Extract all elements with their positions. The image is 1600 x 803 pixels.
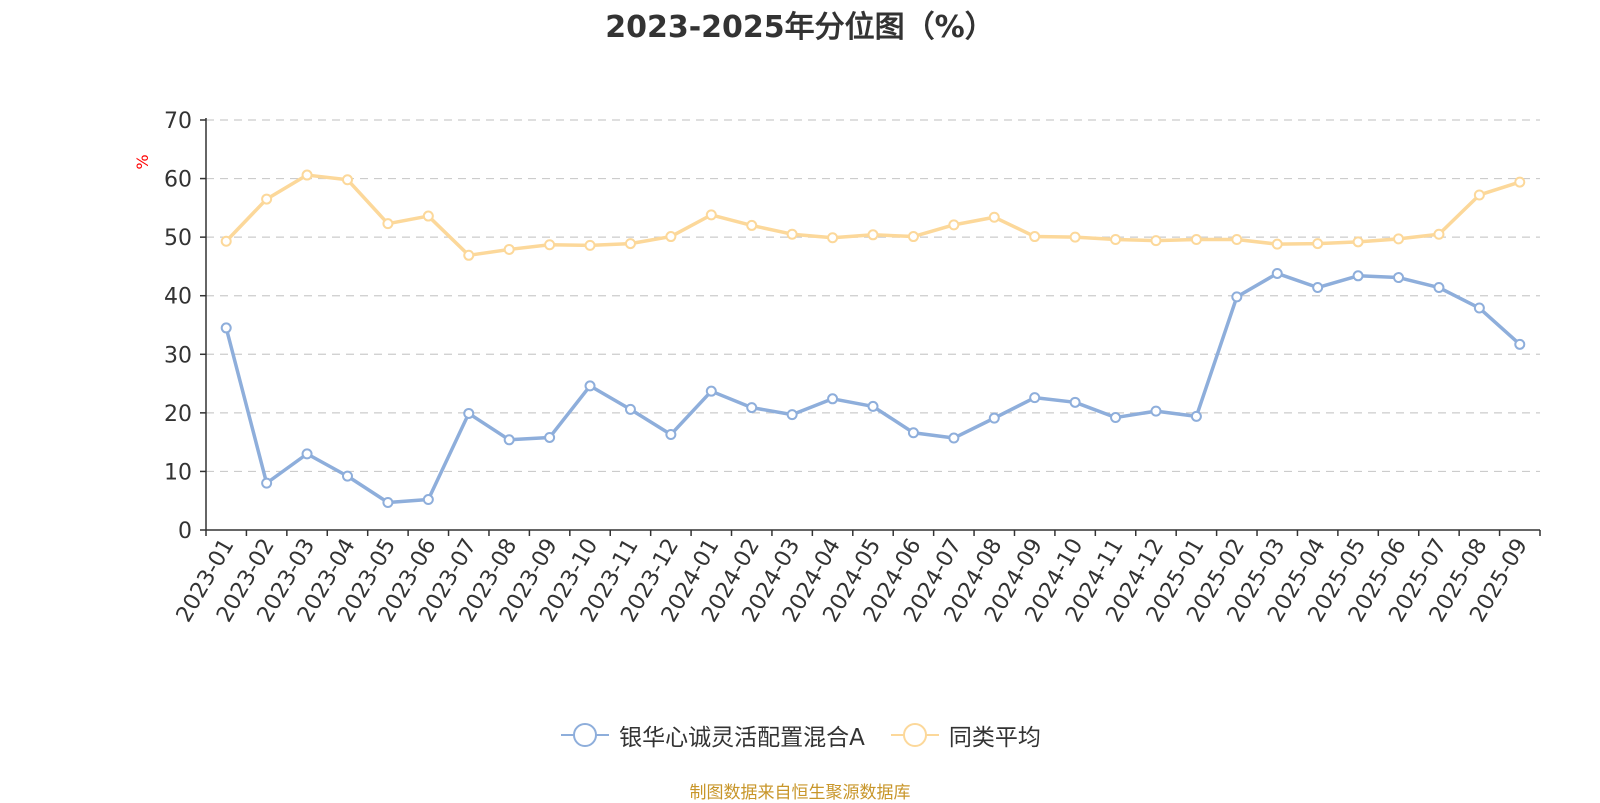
series-line-1 [224, 173, 1521, 258]
data-point-1[interactable] [1271, 238, 1283, 250]
data-point-0[interactable] [1110, 412, 1122, 424]
y-tick-label: 30 [164, 343, 192, 368]
data-point-1[interactable] [463, 249, 475, 261]
data-point-0[interactable] [422, 494, 434, 506]
data-point-1[interactable] [1393, 233, 1405, 245]
y-tick-label: 70 [164, 109, 192, 134]
data-point-1[interactable] [544, 239, 556, 251]
data-point-0[interactable] [1231, 291, 1243, 303]
y-tick-label: 60 [164, 168, 192, 193]
data-point-1[interactable] [786, 228, 798, 240]
y-axis-unit-label: % [133, 154, 152, 169]
data-point-0[interactable] [988, 412, 1000, 424]
legend: 银华心诚灵活配置混合A 同类平均 [0, 718, 1600, 752]
data-point-1[interactable] [948, 219, 960, 231]
legend-line-circle-icon [890, 723, 939, 747]
data-point-1[interactable] [422, 210, 434, 222]
data-point-0[interactable] [301, 448, 313, 460]
data-point-0[interactable] [1352, 270, 1364, 282]
line-chart: 0102030405060702023-012023-022023-032023… [133, 109, 1541, 627]
data-point-0[interactable] [1069, 396, 1081, 408]
data-point-1[interactable] [341, 174, 353, 186]
legend-item-fund[interactable]: 银华心诚灵活配置混合A [559, 718, 865, 752]
data-point-0[interactable] [261, 477, 273, 489]
y-tick-label: 10 [164, 460, 192, 485]
data-point-0[interactable] [786, 409, 798, 421]
data-point-1[interactable] [705, 209, 717, 221]
series-layer [220, 169, 1526, 508]
data-point-0[interactable] [867, 400, 879, 412]
data-point-1[interactable] [1110, 233, 1122, 245]
data-point-1[interactable] [624, 238, 636, 250]
data-point-0[interactable] [1150, 405, 1162, 417]
y-tick-label: 50 [164, 226, 192, 251]
y-tick-label: 40 [164, 285, 192, 310]
legend-line-circle-icon [561, 723, 610, 747]
data-point-1[interactable] [1352, 236, 1364, 248]
data-point-1[interactable] [1029, 231, 1041, 243]
data-point-0[interactable] [624, 403, 636, 415]
grid-lines [206, 119, 1540, 473]
data-point-0[interactable] [1029, 392, 1041, 404]
data-point-1[interactable] [1150, 235, 1162, 247]
data-point-1[interactable] [1190, 233, 1202, 245]
data-point-0[interactable] [948, 432, 960, 444]
data-point-1[interactable] [261, 193, 273, 205]
data-point-1[interactable] [1069, 231, 1081, 243]
chart-title: 2023-2025年分位图（%） [605, 10, 995, 45]
data-point-0[interactable] [746, 402, 758, 414]
data-point-0[interactable] [1271, 267, 1283, 279]
data-point-1[interactable] [1433, 228, 1445, 240]
data-point-1[interactable] [988, 211, 1000, 223]
data-point-1[interactable] [382, 218, 394, 230]
data-point-1[interactable] [665, 231, 677, 243]
data-point-0[interactable] [665, 429, 677, 441]
data-point-1[interactable] [867, 229, 879, 241]
data-point-1[interactable] [584, 239, 596, 251]
data-source-note: 制图数据来自恒生聚源数据库 [689, 783, 911, 803]
data-point-1[interactable] [1514, 176, 1526, 188]
data-point-1[interactable] [220, 235, 232, 247]
data-point-1[interactable] [503, 243, 515, 255]
legend-label-peer-average: 同类平均 [948, 725, 1041, 751]
data-point-1[interactable] [1231, 233, 1243, 245]
data-point-0[interactable] [1473, 302, 1485, 314]
data-point-1[interactable] [827, 232, 839, 244]
data-point-0[interactable] [463, 407, 475, 419]
data-point-0[interactable] [1190, 410, 1202, 422]
legend-label-fund: 银华心诚灵活配置混合A [619, 725, 865, 751]
y-tick-label: 0 [178, 519, 192, 544]
data-point-1[interactable] [301, 169, 313, 181]
series-line-0 [224, 271, 1521, 505]
data-point-1[interactable] [907, 231, 919, 243]
data-point-0[interactable] [382, 496, 394, 508]
data-point-0[interactable] [1312, 282, 1324, 294]
data-point-0[interactable] [907, 427, 919, 439]
data-point-0[interactable] [503, 434, 515, 446]
data-point-1[interactable] [1473, 189, 1485, 201]
data-point-0[interactable] [705, 385, 717, 397]
data-point-0[interactable] [584, 380, 596, 392]
legend-item-peer-average[interactable]: 同类平均 [889, 718, 1041, 752]
data-point-0[interactable] [1393, 272, 1405, 284]
data-point-0[interactable] [1433, 282, 1445, 294]
data-point-0[interactable] [220, 322, 232, 334]
data-point-1[interactable] [746, 219, 758, 231]
data-point-0[interactable] [544, 431, 556, 443]
y-tick-label: 20 [164, 402, 192, 427]
data-point-1[interactable] [1312, 238, 1324, 250]
data-point-0[interactable] [827, 393, 839, 405]
data-point-0[interactable] [341, 470, 353, 482]
data-point-0[interactable] [1514, 338, 1526, 350]
axes: 0102030405060702023-012023-022023-032023… [164, 109, 1541, 627]
